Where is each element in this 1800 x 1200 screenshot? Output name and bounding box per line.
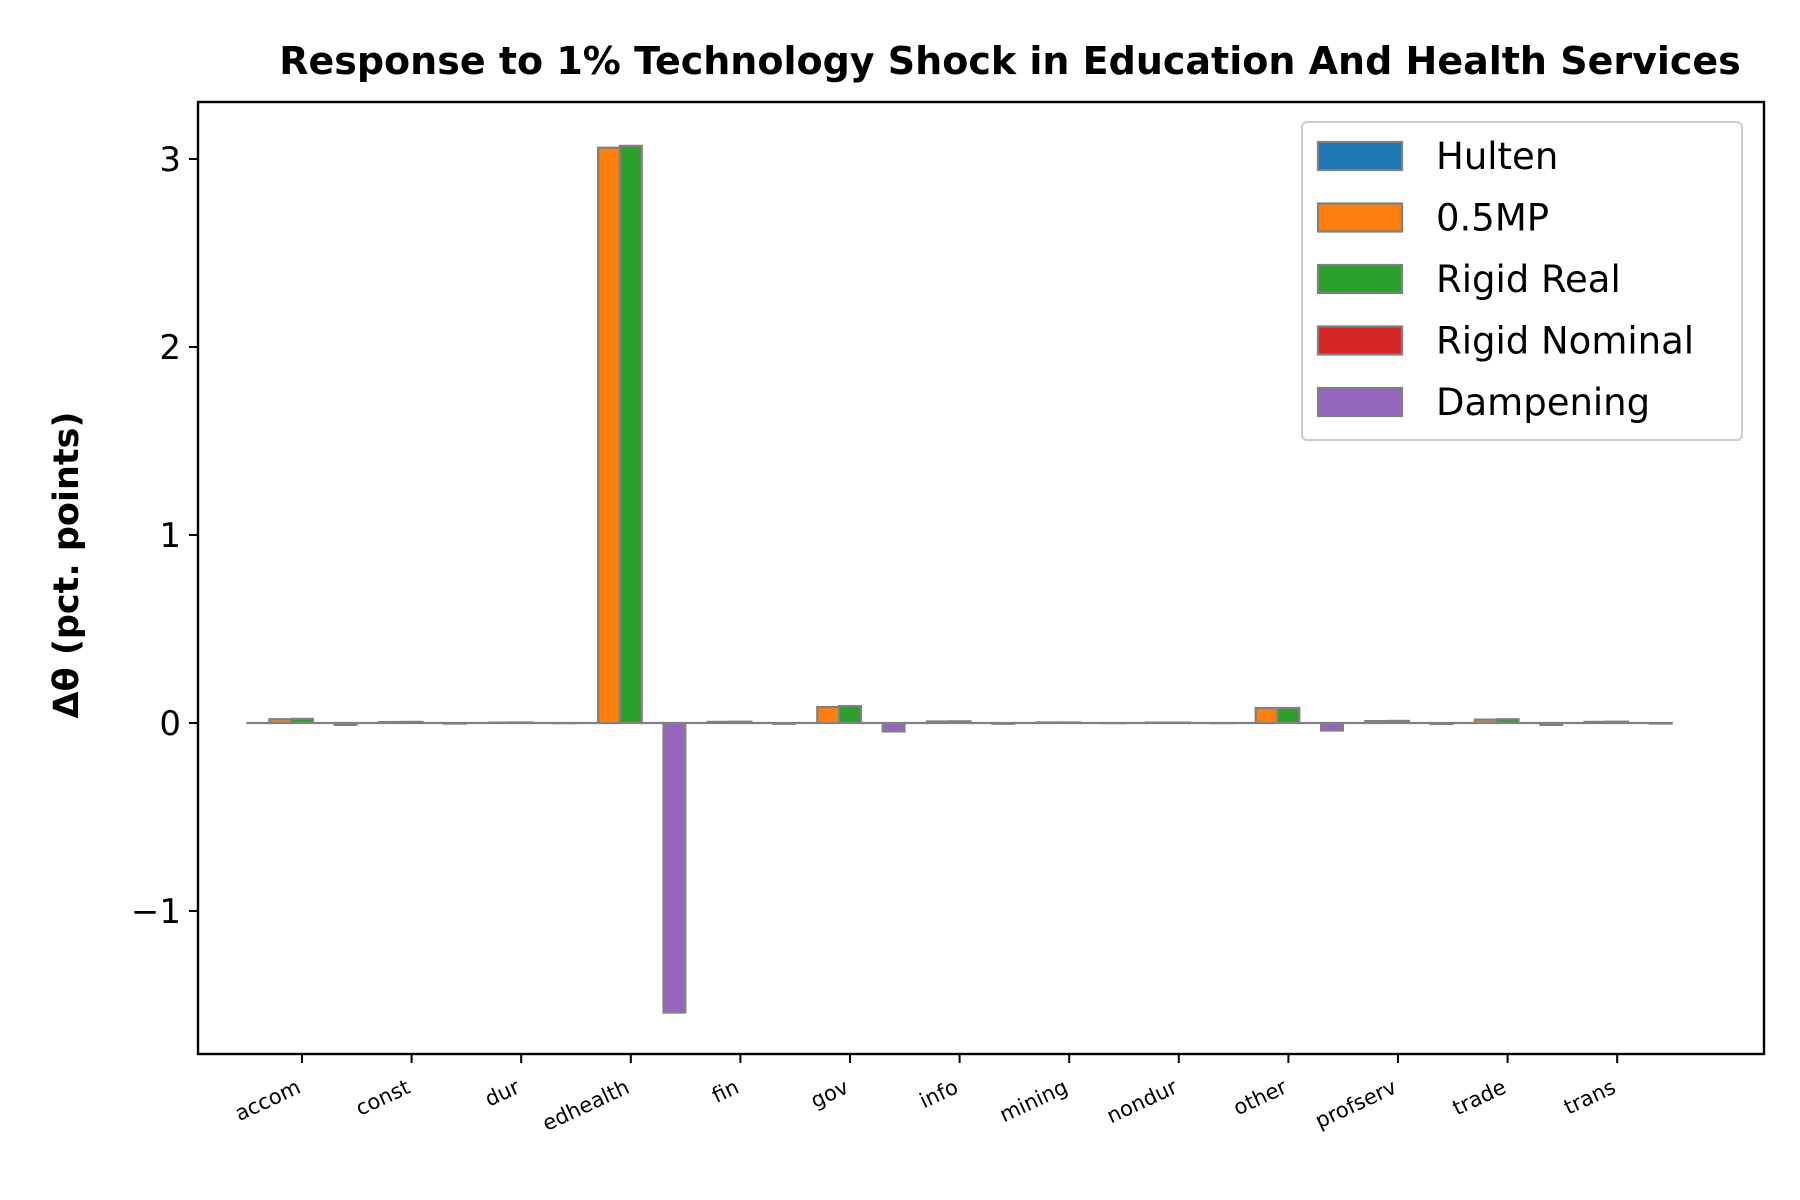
bar-0-5mp-trade (1473, 718, 1498, 725)
legend-label: Dampening (1436, 381, 1650, 424)
bar-0-5mp-profserv (1364, 720, 1389, 725)
bar-rigid-real-other (1276, 706, 1301, 725)
bar-0-5mp-edhealth (596, 146, 621, 725)
legend-label: Rigid Real (1436, 258, 1621, 301)
y-tick-label: 3 (159, 140, 181, 180)
bar-dampening-fin (771, 721, 796, 725)
bar-dampening-trans (1648, 721, 1673, 725)
legend-swatch-0-5mp (1316, 202, 1404, 233)
bar-rigid-real-edhealth (618, 144, 643, 725)
bar-0-5mp-info (925, 720, 950, 725)
bar-0-5mp-other (1254, 706, 1279, 725)
bar-dampening-gov (881, 721, 906, 733)
bar-dampening-profserv (1429, 721, 1454, 726)
bars (246, 144, 1673, 1014)
y-tick-label: −1 (131, 892, 181, 932)
legend-swatch-hulten (1316, 140, 1404, 172)
bar-rigid-real-info (947, 720, 972, 725)
bar-rigid-real-trade (1495, 718, 1520, 725)
bar-rigid-real-dur (509, 721, 534, 725)
bar-dampening-info (991, 721, 1016, 725)
bar-0-5mp-mining (1035, 721, 1060, 725)
bar-0-5mp-accom (268, 718, 293, 725)
bar-rigid-real-accom (290, 717, 315, 725)
legend-label: Hulten (1436, 135, 1558, 178)
legend-swatch-rigid-nominal (1316, 325, 1404, 356)
bar-rigid-real-profserv (1385, 719, 1410, 725)
legend-label: Rigid Nominal (1436, 320, 1694, 363)
bar-0-5mp-trans (1583, 720, 1608, 725)
bar-rigid-real-fin (728, 720, 753, 725)
bar-0-5mp-fin (706, 720, 731, 725)
bar-0-5mp-const (377, 720, 402, 725)
chart-title: Response to 1% Technology Shock in Educa… (279, 39, 1741, 83)
bar-dampening-edhealth (662, 721, 687, 1014)
y-tick-label: 2 (159, 328, 181, 368)
legend: Hulten 0.5MP Rigid Real Rigid Nominal Dampen… (1301, 121, 1743, 441)
y-axis: 3 2 1 0 −1 (131, 140, 198, 932)
y-tick-label: 1 (159, 516, 181, 556)
y-axis-label: Δθ (pct. points) (47, 412, 87, 719)
legend-swatch-rigid-real (1316, 263, 1404, 295)
plot-frame (196, 100, 1766, 1056)
bar-dampening-trade (1539, 721, 1564, 726)
bar-rigid-real-mining (1057, 721, 1082, 725)
bar-dampening-other (1319, 721, 1344, 732)
bar-rigid-real-const (399, 720, 424, 725)
bar-dampening-accom (333, 721, 358, 726)
legend-box (1301, 121, 1743, 441)
legend-label: 0.5MP (1436, 197, 1549, 240)
bar-dampening-const (443, 721, 468, 725)
legend-swatch-dampening (1316, 386, 1404, 418)
bar-rigid-real-trans (1605, 720, 1630, 725)
bar-rigid-real-gov (837, 704, 862, 725)
y-tick-label: 0 (159, 704, 181, 744)
bar-0-5mp-gov (816, 705, 841, 725)
